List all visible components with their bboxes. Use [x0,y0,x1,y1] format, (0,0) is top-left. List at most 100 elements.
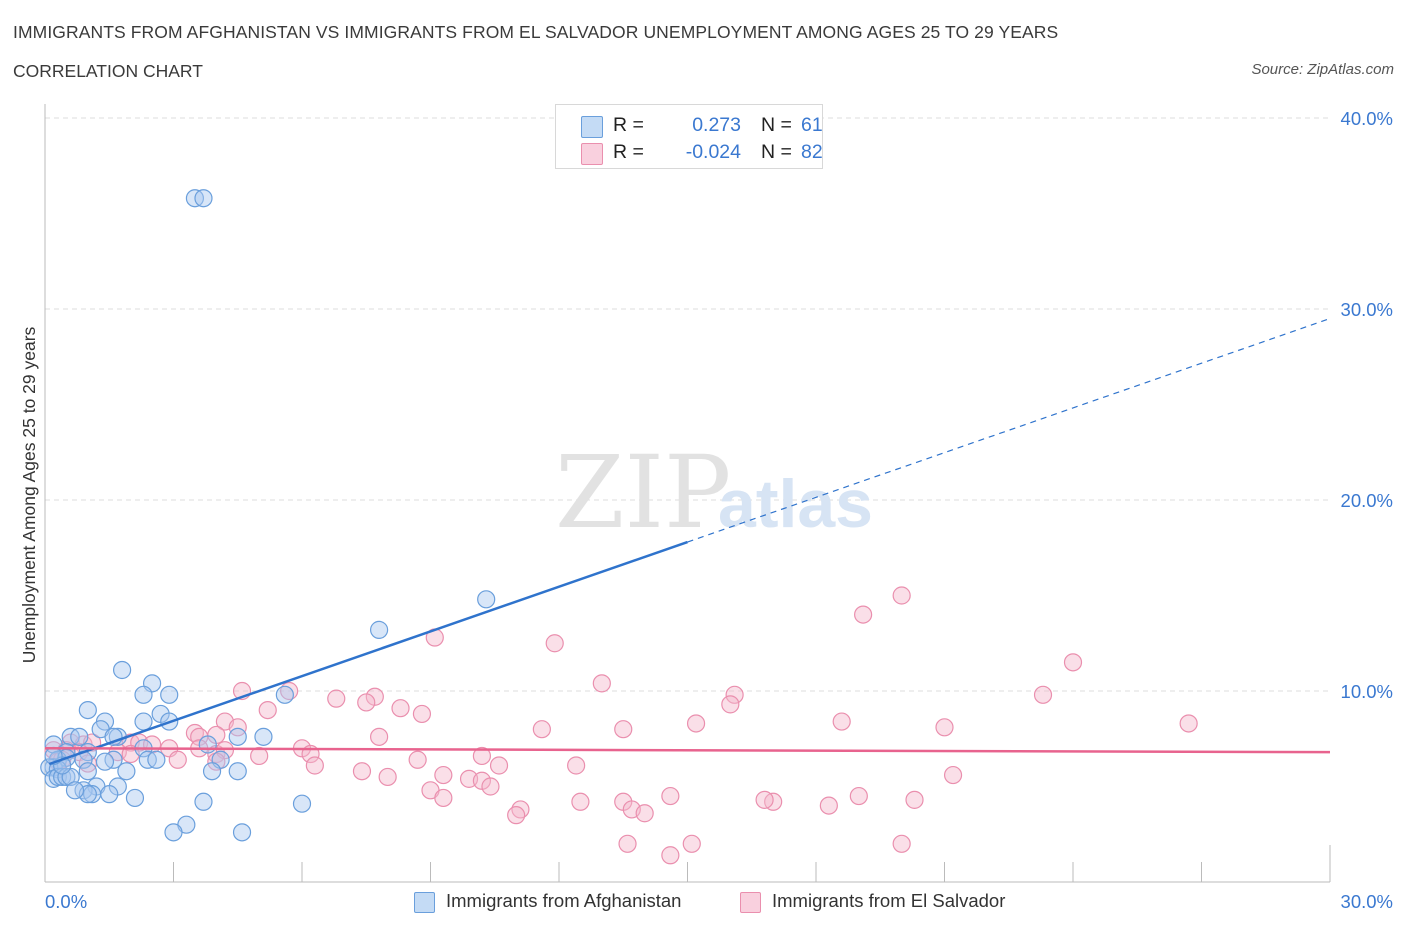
elsalvador-point [391,699,410,718]
elsalvador-point [327,689,346,708]
r-value: 0.273 [692,114,741,136]
afghanistan-point [232,823,252,842]
elsalvador-point [434,765,453,785]
elsalvador-point [618,834,637,853]
axes [44,104,1331,883]
afghanistan-point [147,750,166,769]
n-value: 82 [801,141,823,163]
y-axis-label: Unemployment Among Ages 25 to 29 years [19,326,39,663]
afghanistan-point [78,762,97,781]
elsalvador-point [545,634,564,653]
elsalvador-legend-label: Immigrants from El Salvador [772,890,1006,911]
r-value: -0.024 [685,141,741,163]
elsalvador-point [1063,653,1083,672]
elsalvador-point [571,792,590,811]
elsalvador-point [661,786,680,806]
elsalvador-point [635,804,654,823]
y-tick-label: 30.0% [1341,299,1393,320]
n-label: N = [761,114,792,136]
afghanistan-trend-line [48,540,688,766]
elsalvador-swatch [581,143,603,165]
chart-title: IMMIGRANTS FROM AFGHANISTAN VS IMMIGRANT… [13,22,1059,42]
afghanistan-point [194,792,213,811]
elsalvador-point [1033,685,1053,704]
elsalvador-point [592,674,611,693]
afghanistan-point [57,767,76,787]
elsalvador-point [507,806,526,825]
afghanistan-point [70,727,89,746]
y-tick-label: 20.0% [1341,490,1393,511]
afghanistan-point [78,700,97,720]
elsalvador-point [567,756,586,775]
y-tick-label: 10.0% [1341,681,1393,702]
r-label: R = [613,141,644,163]
afghanistan-swatch [581,116,603,138]
afghanistan-point [95,752,115,771]
watermark-zip: ZIP [555,434,731,551]
elsalvador-point [854,605,873,624]
afghanistan-point [202,762,222,781]
elsalvador-trend-line [44,747,1331,754]
afghanistan-point [134,685,153,704]
afghanistan-point [164,823,183,842]
afghanistan-point [198,735,217,754]
elsalvador-point [408,750,427,769]
afghanistan-point [134,712,153,731]
grid-lines [45,117,1330,692]
elsalvador-point [892,586,911,605]
elsalvador-point [489,756,509,775]
afghanistan-point [65,781,85,800]
elsalvador-point [721,695,740,714]
trend-lines [44,317,1331,766]
elsalvador-point [892,834,911,853]
elsalvador-point [682,834,701,853]
afghanistan-point [254,727,273,746]
tick-labels: 10.0% 20.0% 30.0% 40.0% 0.0% 30.0% [45,108,1393,912]
r-label: R = [613,114,644,136]
source-label: Source: ZipAtlas.com [1251,61,1394,78]
stats-legend: R = 0.273 N = 61 R = -0.024 N = 82 [555,104,823,169]
elsalvador-point [661,846,680,865]
afghanistan-point [100,785,119,804]
chart-subtitle: CORRELATION CHART [13,61,203,81]
elsalvador-point [905,790,924,809]
afghanistan-point [275,685,294,704]
n-value: 61 [801,114,823,136]
x-tick-label: 30.0% [1341,891,1393,912]
afghanistan-point [112,660,132,680]
elsalvador-legend-swatch [740,892,761,913]
watermark: ZIP atlas [555,434,873,551]
elsalvador-point [412,704,432,724]
elsalvador-point [1179,714,1198,733]
elsalvador-point [725,685,744,704]
elsalvador-point [352,762,372,781]
afghanistan-point [228,727,247,746]
elsalvador-point [258,700,277,720]
afghanistan-legend-swatch [414,892,435,913]
y-tick-label: 40.0% [1341,108,1393,129]
elsalvador-point [305,756,324,775]
elsalvador-point [755,790,774,809]
afghanistan-point [370,620,389,639]
elsalvador-point [614,720,633,739]
x-tick-label: 0.0% [45,891,87,912]
elsalvador-point [434,788,453,808]
n-label: N = [761,141,792,163]
elsalvador-point [250,746,269,766]
elsalvador-point [943,765,963,785]
afghanistan-point [125,788,145,808]
afghanistan-point [194,189,213,208]
elsalvador-point [935,718,954,737]
afghanistan-point [292,794,312,813]
afghanistan-point [228,762,247,781]
afghanistan-legend-label: Immigrants from Afghanistan [446,890,682,911]
elsalvador-point [378,767,397,787]
elsalvador-point [819,796,838,815]
elsalvador-point [357,693,376,712]
elsalvador-point [532,720,551,739]
elsalvador-point [686,714,706,733]
elsalvador-point [472,746,491,766]
elsalvador-point [832,712,851,731]
afghanistan-point [160,685,179,704]
